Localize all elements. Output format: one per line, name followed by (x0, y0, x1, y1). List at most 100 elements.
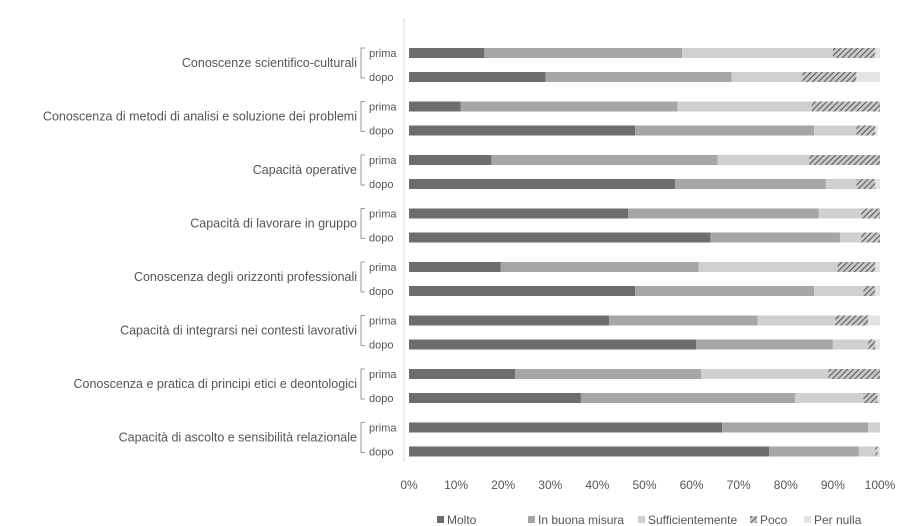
bar-segment-molto-dopo (409, 125, 636, 136)
x-tick-label: 20% (491, 478, 515, 492)
bar-segment-sufficientemente-prima (698, 262, 838, 272)
category-label: Conoscenze scientifico-culturali (182, 56, 357, 70)
legend: Molto In buona misura Sufficientemente Poco… (437, 513, 862, 526)
legend-label-poco: Poco (760, 513, 788, 526)
bar-segment-per-nulla-dopo (856, 72, 880, 82)
sub-label-dopo: dopo (369, 447, 393, 459)
x-tick-label: 60% (680, 478, 704, 492)
bars-group (409, 48, 881, 457)
bar-segment-sufficientemente-prima (682, 48, 833, 58)
sub-label-prima: prima (369, 48, 397, 60)
x-tick-label: 70% (727, 478, 751, 492)
bar-segment-molto-dopo (409, 393, 581, 403)
bar-segment-sufficientemente-prima (717, 155, 810, 165)
sub-label-prima: prima (369, 209, 397, 221)
bar-segment-sufficientemente-dopo (731, 72, 803, 82)
sub-label-prima: prima (369, 423, 397, 435)
bar-segment-per-nulla-dopo (875, 286, 880, 296)
bar-segment-in-buona-misura-dopo (635, 286, 815, 296)
bar-segment-per-nulla-prima (875, 48, 880, 58)
category-labels: Conoscenze scientifico-culturali prima dop… (43, 47, 397, 459)
bar-segment-sufficientemente-dopo (795, 393, 864, 403)
bar-segment-in-buona-misura-dopo (635, 125, 815, 136)
x-tick-label: 90% (821, 478, 845, 492)
category-label: Conoscenza degli orizzonti professionali (134, 270, 357, 284)
category-bracket (360, 315, 365, 346)
bar-segment-sufficientemente-prima (868, 422, 880, 433)
x-tick-label: 30% (538, 478, 562, 492)
x-tick-labels: 0% 10% 20% 30% 40% 50% 60% 70% 80% 90% 100% (400, 478, 895, 492)
bar-segment-sufficientemente-prima (757, 315, 836, 326)
sub-label-prima: prima (369, 316, 397, 328)
bar-segment-in-buona-misura-prima (514, 369, 702, 379)
sub-label-dopo: dopo (369, 340, 393, 352)
bar-segment-in-buona-misura-dopo (696, 339, 833, 350)
bar-segment-sufficientemente-dopo (814, 286, 864, 296)
sub-label-prima: prima (369, 155, 397, 167)
sub-label-dopo: dopo (369, 179, 393, 191)
bar-segment-in-buona-misura-dopo (675, 179, 826, 189)
sub-label-prima: prima (369, 262, 397, 274)
sub-label-dopo: dopo (369, 126, 393, 138)
bar-segment-per-nulla-dopo (877, 446, 880, 457)
bar-segment-poco-dopo (863, 393, 878, 403)
bar-segment-molto-prima (409, 101, 461, 112)
bar-segment-sufficientemente-prima (701, 369, 829, 379)
category-label: Conoscenza e pratica di principi etici e… (74, 377, 358, 391)
bar-segment-molto-prima (409, 315, 610, 326)
bar-segment-molto-dopo (409, 446, 770, 457)
category-label: Capacità operative (253, 163, 357, 177)
bar-segment-molto-dopo (409, 339, 697, 350)
bar-segment-poco-prima (861, 208, 880, 219)
bar-segment-molto-dopo (409, 72, 546, 82)
bar-segment-per-nulla-prima (875, 262, 880, 272)
bar-segment-poco-dopo (875, 446, 878, 457)
legend-swatch-poco (750, 516, 757, 523)
bar-segment-molto-prima (409, 208, 629, 219)
bar-segment-sufficientemente-prima (677, 101, 812, 112)
bar-segment-in-buona-misura-prima (722, 422, 869, 433)
legend-label-molto: Molto (447, 513, 477, 526)
bar-segment-molto-prima (409, 369, 515, 379)
bar-segment-poco-prima (828, 369, 880, 379)
category-label: Conoscenza di metodi di analisi e soluzi… (43, 110, 357, 124)
bar-segment-sufficientemente-prima (818, 208, 862, 219)
bar-segment-in-buona-misura-dopo (545, 72, 732, 82)
bar-segment-poco-prima (832, 48, 876, 58)
bar-segment-molto-prima (409, 422, 723, 433)
bar-segment-poco-dopo (802, 72, 857, 82)
legend-swatch-in-buona-misura (528, 516, 535, 523)
bar-segment-poco-dopo (863, 286, 876, 296)
bar-segment-per-nulla-dopo (875, 125, 878, 136)
bar-segment-poco-prima (835, 315, 869, 326)
bar-segment-in-buona-misura-prima (500, 262, 699, 272)
bar-segment-sufficientemente-dopo (832, 339, 869, 350)
legend-swatch-molto (437, 516, 444, 523)
legend-swatch-per-nulla (804, 516, 811, 523)
bar-segment-sufficientemente-dopo (839, 232, 862, 243)
bar-segment-poco-prima (837, 262, 876, 272)
bar-segment-molto-prima (409, 155, 492, 165)
category-label: Capacità di integrarsi nei contesti lavo… (120, 324, 357, 338)
sub-label-dopo: dopo (369, 286, 393, 298)
category-bracket (360, 47, 365, 79)
bar-segment-in-buona-misura-prima (460, 101, 678, 112)
bar-segment-per-nulla-dopo (875, 339, 880, 350)
bar-segment-in-buona-misura-prima (491, 155, 718, 165)
bar-segment-in-buona-misura-prima (628, 208, 819, 219)
category-bracket (360, 261, 365, 293)
category-label: Capacità di ascolto e sensibilità relazi… (119, 431, 357, 445)
sub-label-dopo: dopo (369, 233, 393, 245)
bar-segment-molto-dopo (409, 179, 676, 189)
bar-segment-molto-prima (409, 262, 501, 272)
category-bracket (360, 368, 365, 400)
bar-segment-per-nulla-dopo (877, 393, 880, 403)
bar-segment-in-buona-misura-dopo (580, 393, 796, 403)
legend-label-per-nulla: Per nulla (814, 513, 862, 526)
bar-segment-per-nulla-prima (868, 315, 881, 326)
x-tick-label: 100% (865, 478, 896, 492)
sub-label-prima: prima (369, 102, 397, 114)
bar-segment-poco-dopo (856, 125, 876, 136)
category-bracket (360, 422, 365, 453)
